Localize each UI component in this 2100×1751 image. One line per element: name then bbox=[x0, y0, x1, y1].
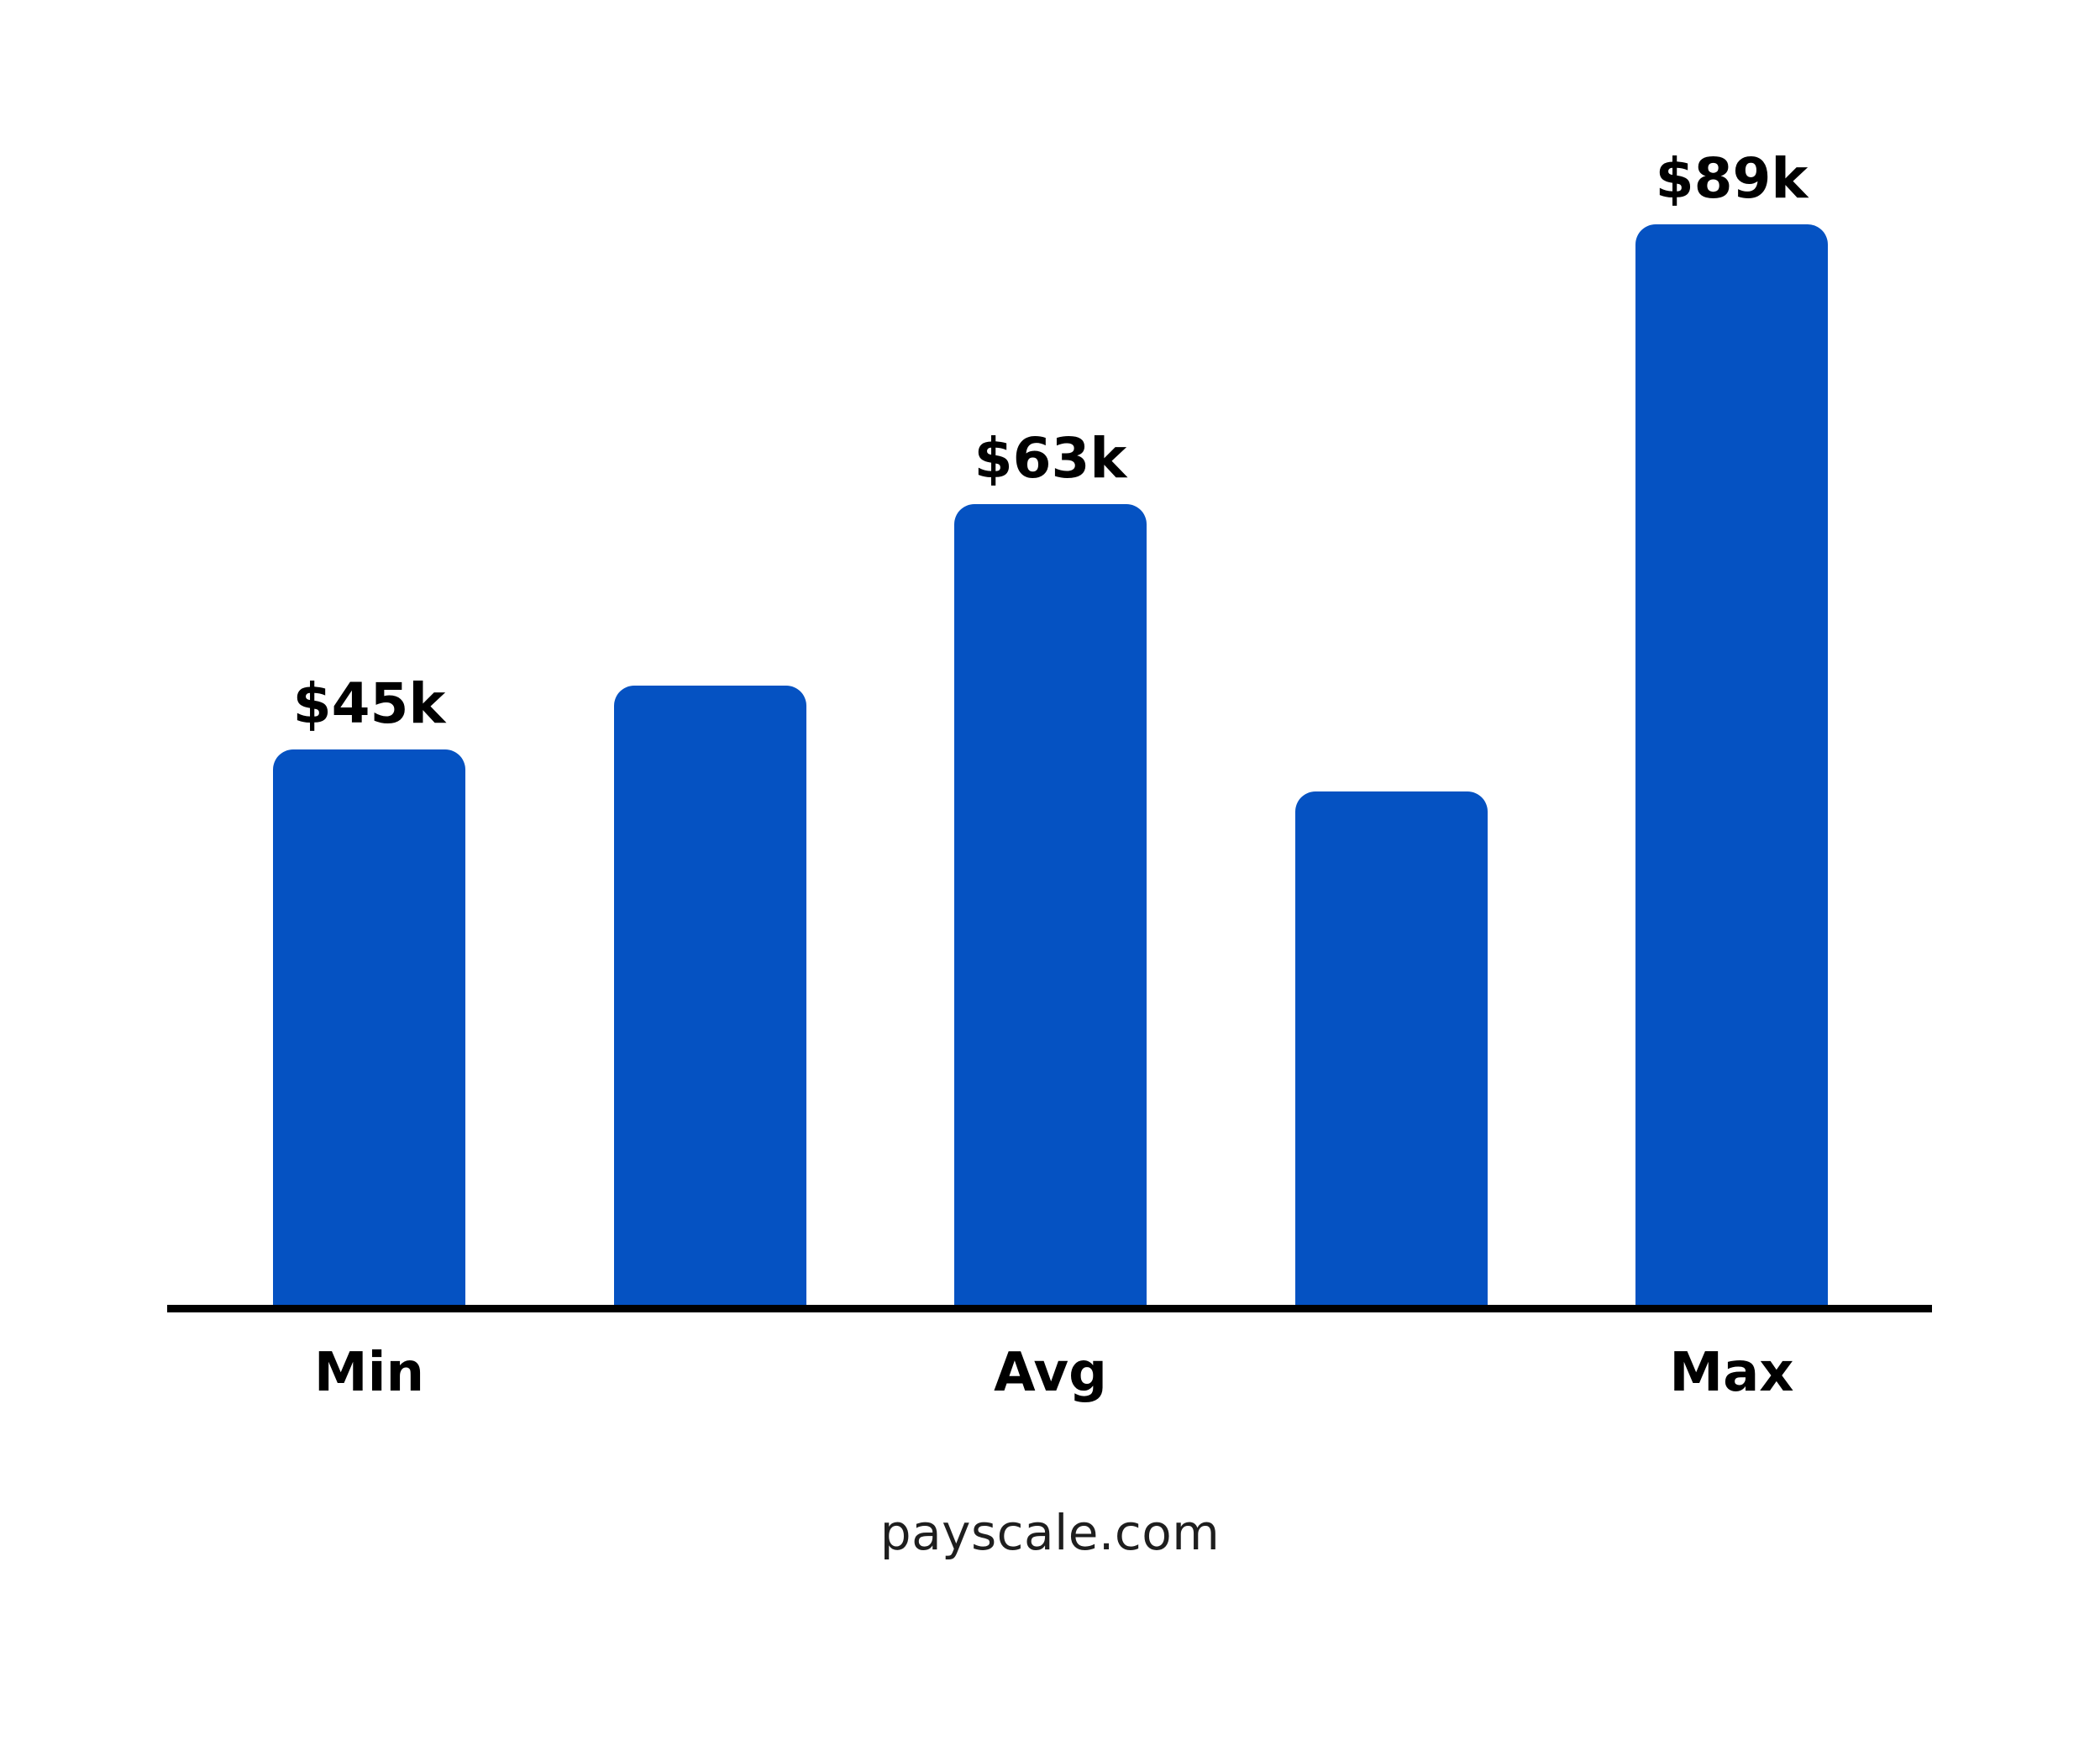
bar-value-label-avg: $63k bbox=[974, 426, 1127, 492]
source-attribution: payscale.com bbox=[879, 1504, 1221, 1561]
bar-avg bbox=[954, 504, 1147, 1312]
bar-series-2 bbox=[614, 686, 806, 1312]
bar-value-label-max: $89k bbox=[1655, 146, 1809, 212]
x-axis-label-max: Max bbox=[1669, 1342, 1794, 1404]
bar-value-label-min: $45k bbox=[292, 671, 446, 737]
bar-series-4 bbox=[1295, 791, 1488, 1312]
bar-max bbox=[1635, 224, 1828, 1312]
x-axis-line bbox=[167, 1305, 1932, 1312]
bar-min bbox=[273, 749, 465, 1312]
x-axis-label-avg: Avg bbox=[994, 1342, 1107, 1404]
x-axis-label-min: Min bbox=[313, 1342, 425, 1404]
